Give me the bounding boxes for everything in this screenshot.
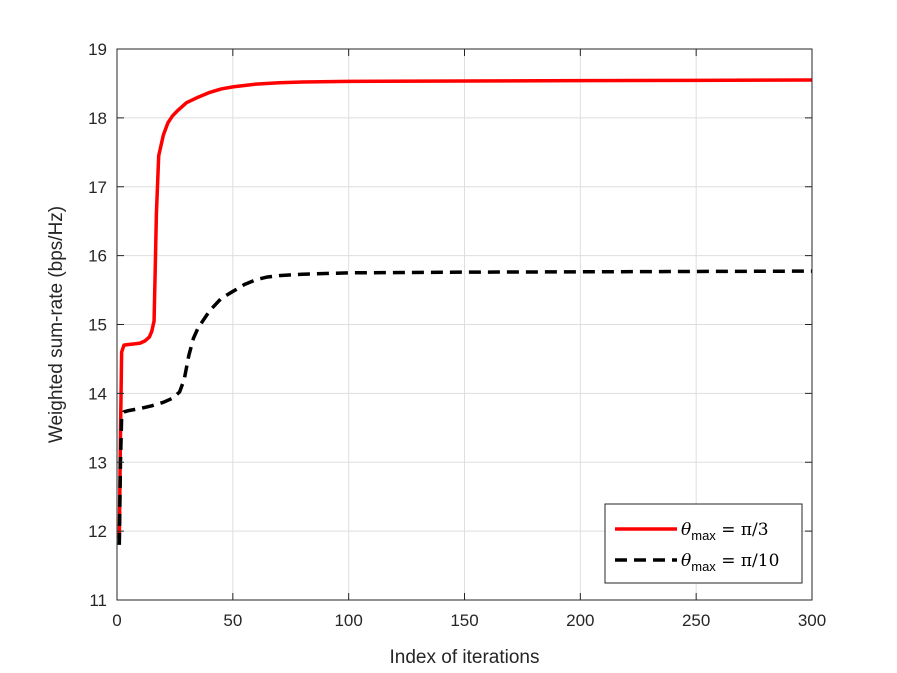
legend-box — [604, 503, 803, 584]
x-tick-label: 150 — [450, 611, 478, 630]
y-tick-label: 16 — [88, 247, 107, 266]
axis-ticks: 0 50 100 150 200 250 300 11 12 13 14 15 16 17 18 19 — [88, 40, 826, 630]
y-tick-label: 15 — [88, 316, 107, 335]
series-1 — [117, 78, 813, 539]
legend: θmax = π/3 θmax = π/10 — [604, 503, 803, 584]
series-2 — [117, 269, 813, 545]
grid-lines — [117, 49, 812, 600]
y-tick-label: 19 — [88, 40, 107, 59]
x-tick-label: 50 — [223, 611, 242, 630]
y-tick-label: 17 — [88, 178, 107, 197]
x-tick-label: 300 — [798, 611, 826, 630]
x-tick-label: 200 — [566, 611, 594, 630]
legend-label-1: θmax = π/3 — [681, 520, 769, 543]
series-line-2 — [117, 269, 813, 545]
x-tick-label: 250 — [682, 611, 710, 630]
y-tick-label: 12 — [88, 522, 107, 541]
y-tick-label: 11 — [89, 591, 107, 610]
x-tick-label: 100 — [334, 611, 362, 630]
y-axis-label: Weighted sum-rate (bps/Hz) — [46, 206, 67, 443]
series-line-1 — [117, 78, 813, 539]
legend-label-2: θmax = π/10 — [681, 551, 779, 574]
x-axis-label: Index of iterations — [390, 647, 540, 668]
y-tick-label: 14 — [88, 384, 107, 403]
y-tick-label: 18 — [88, 109, 107, 128]
y-tick-label: 13 — [88, 453, 107, 472]
x-tick-label: 0 — [112, 611, 121, 630]
series-layer — [117, 78, 813, 545]
